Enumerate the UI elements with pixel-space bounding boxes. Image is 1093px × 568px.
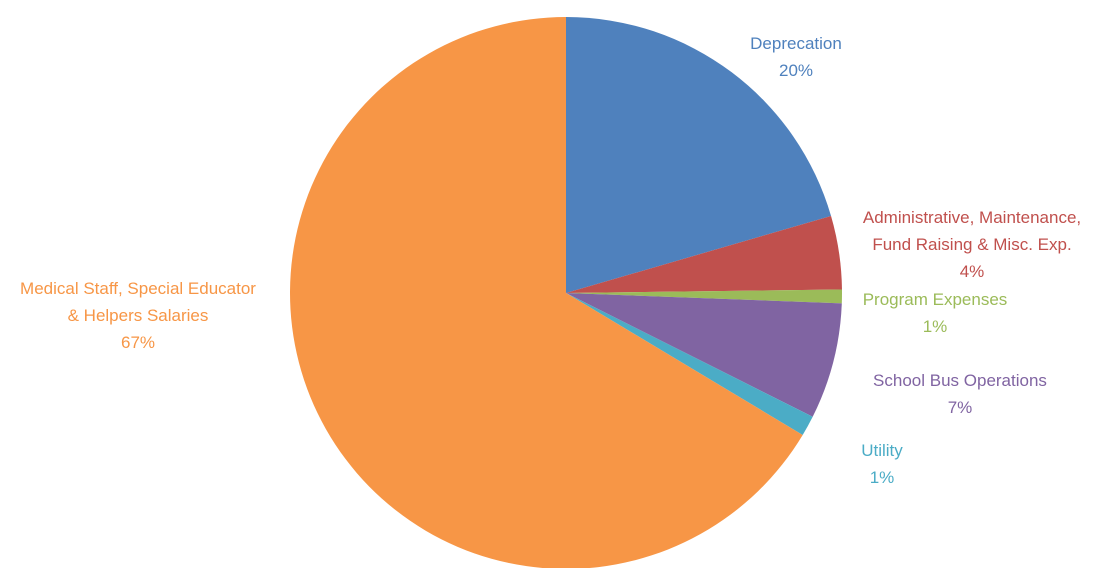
pie-slice (290, 17, 803, 568)
slice-value-label: 1% (870, 468, 895, 487)
slice-name-label: School Bus Operations (873, 371, 1047, 390)
slice-name-label: Utility (861, 441, 903, 460)
slice-name-label: Fund Raising & Misc. Exp. (872, 235, 1071, 254)
pie-slice (566, 216, 842, 293)
pie-slice (566, 289, 843, 304)
pie-slice (566, 293, 842, 417)
slice-label: School Bus Operations 7% (873, 371, 1047, 417)
slice-label: Program Expenses 1% (863, 290, 1008, 336)
pie-slice (566, 17, 832, 293)
slice-name-label: Program Expenses (863, 290, 1008, 309)
slice-label: Utility 1% (861, 441, 903, 487)
slice-name-label: Medical Staff, Special Educator (20, 279, 256, 298)
slice-name-label: Administrative, Maintenance, (863, 208, 1081, 227)
slice-value-label: 4% (960, 262, 985, 281)
slice-value-label: 1% (923, 317, 948, 336)
pie-slice (566, 293, 813, 435)
slice-label: Deprecation 20% (750, 34, 842, 80)
slice-label: Administrative, Maintenance, Fund Raising… (863, 208, 1081, 281)
pie-slices (290, 17, 843, 568)
slice-label: Medical Staff, Special Educator & Helpers… (20, 279, 256, 352)
pie-labels: Deprecation 20% Administrative, Maintenanc… (20, 34, 1081, 487)
slice-name-label: & Helpers Salaries (68, 306, 209, 325)
slice-value-label: 67% (121, 333, 155, 352)
slice-name-label: Deprecation (750, 34, 842, 53)
slice-value-label: 20% (779, 61, 813, 80)
slice-value-label: 7% (948, 398, 973, 417)
